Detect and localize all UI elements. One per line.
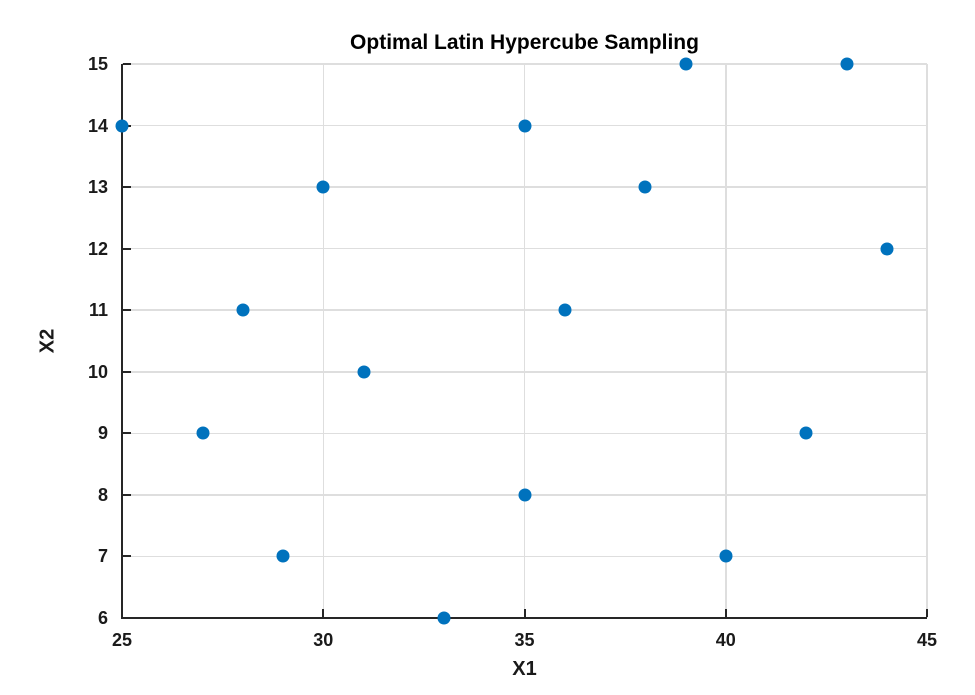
gridline-y-15	[122, 63, 927, 65]
scatter-point	[276, 549, 290, 563]
tick-label-x-35: 35	[514, 630, 535, 650]
gridline-y-13	[122, 186, 927, 188]
scatter-point	[357, 365, 370, 379]
gridline-y-11	[122, 309, 927, 311]
tick-label-x-30: 30	[313, 630, 334, 650]
x-axis-line	[121, 617, 927, 619]
tick-y-15	[123, 63, 131, 65]
tick-label-x-40: 40	[715, 630, 736, 650]
tick-label-x-25: 25	[111, 630, 133, 650]
y-axis-line	[121, 64, 123, 618]
gridline-x-30	[322, 64, 324, 618]
scatter-point	[115, 119, 129, 133]
scatter-point	[840, 57, 853, 71]
scatter-point	[638, 180, 652, 194]
gridline-y-9	[122, 432, 927, 435]
scatter-point	[518, 119, 531, 133]
tick-x-30	[322, 609, 325, 617]
gridline-x-45	[926, 64, 928, 618]
tick-label-x-45: 45	[916, 630, 938, 650]
tick-x-45	[926, 609, 928, 617]
y-axis-label: X2	[36, 328, 59, 354]
tick-label-y-11: 11	[88, 300, 108, 321]
gridline-y-10	[122, 371, 927, 373]
tick-label-y-14: 14	[87, 115, 108, 136]
gridline-x-35	[523, 64, 526, 618]
tick-x-35	[523, 609, 526, 617]
gridline-y-12	[122, 247, 927, 250]
tick-label-y-10: 10	[87, 361, 108, 382]
scatter-point	[196, 426, 209, 440]
scatter-point	[799, 426, 813, 440]
tick-label-y-8: 8	[97, 484, 108, 505]
tick-y-12	[123, 247, 131, 250]
tick-label-y-9: 9	[97, 423, 108, 444]
tick-y-6	[123, 617, 131, 619]
tick-y-10	[123, 370, 131, 373]
tick-label-y-7: 7	[97, 546, 108, 567]
tick-y-9	[123, 432, 131, 435]
tick-label-y-13: 13	[87, 177, 108, 198]
scatter-point	[437, 611, 451, 625]
gridline-x-40	[725, 64, 727, 618]
scatter-point	[518, 488, 531, 502]
tick-label-y-12: 12	[87, 238, 108, 259]
tick-y-11	[123, 309, 131, 312]
tick-y-13	[123, 186, 131, 189]
tick-label-y-15: 15	[87, 54, 108, 74]
scatter-point	[719, 549, 733, 563]
tick-y-7	[123, 555, 131, 558]
tick-x-25	[121, 609, 123, 617]
x-axis-label: X1	[512, 658, 537, 680]
scatter-point	[316, 180, 330, 194]
plot-area: 25 30 35 40 45 6 7 8 9 10 11 12 13 14 15	[88, 54, 937, 650]
tick-y-8	[123, 493, 131, 496]
scatter-point	[880, 242, 894, 256]
scatter-point	[558, 303, 572, 317]
tick-label-y-6: 6	[97, 608, 108, 628]
gridline-y-7	[122, 555, 927, 558]
chart-title: Optimal Latin Hypercube Sampling	[350, 31, 699, 54]
scatter-point	[236, 303, 250, 317]
tick-x-40	[724, 609, 727, 617]
scatter-point	[679, 57, 692, 71]
